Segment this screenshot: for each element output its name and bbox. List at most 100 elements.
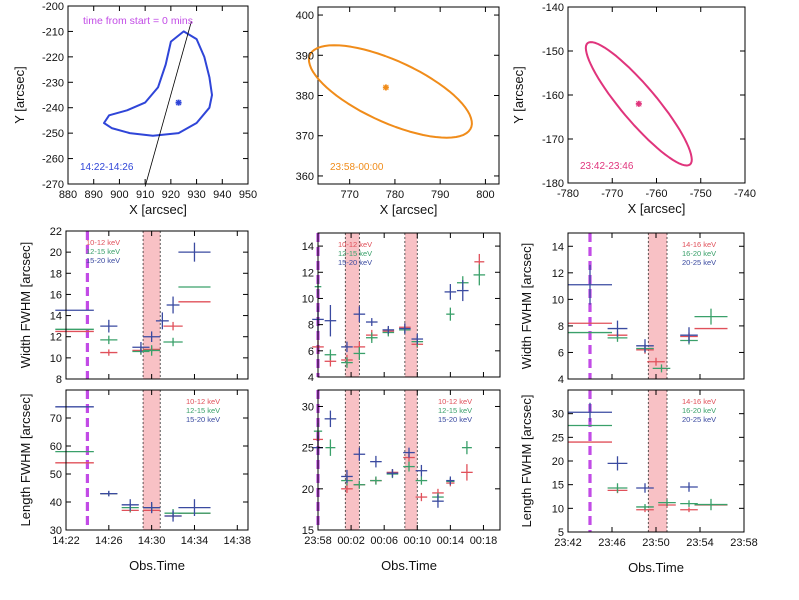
width3-data-point [647,357,665,366]
loop2-centroid-marker [382,84,389,91]
length3-legend-entry: 20-25 keV [682,415,716,424]
length1-data-point [164,510,182,522]
width2-ytick-label: 12 [302,267,314,279]
width3-ytick-label: 8 [558,321,564,333]
length3-xtick-label: 23:58 [730,537,758,549]
length3-ylabel: Length FWHM [arcsec] [519,395,534,528]
loop3-xtick-label: -770 [601,188,623,200]
loop3-xlabel: X [arcsec] [628,201,686,216]
width2-data-point [473,264,486,286]
loop1-ytick-label: -220 [42,52,64,64]
loop2-ytick-label: 360 [296,171,314,183]
length2-xtick-label: 00:02 [337,535,365,547]
width2-legend-entry: 15-20 keV [338,258,372,267]
width1-data-point [163,321,183,331]
width3-legend-entry: 20-25 keV [682,258,716,267]
loop3-time-label: 23:42-23:46 [580,161,634,172]
length2-data-point [403,447,415,458]
length2-xtick-label: 00:06 [370,535,398,547]
length1-legend-entry: 15-20 keV [186,415,220,424]
width1-data-point [178,242,211,262]
width1-ytick-label: 20 [50,247,62,259]
length2-xtick-label: 00:10 [404,535,432,547]
width1-ytick-label: 10 [50,353,62,365]
length2-data-point [415,476,428,485]
width2-frame [317,232,501,378]
length2-legend-entry: 12-15 keV [438,406,472,415]
centroid-d2 [383,84,389,91]
length3-xlabel: Obs.Time [628,560,684,575]
length3-ytick-label: 30 [552,409,564,421]
width2-data-point [324,305,337,337]
length2-shade [345,390,360,530]
width1-ytick-label: 8 [56,374,62,386]
width1-legend-entry: 12-15 keV [86,247,120,256]
length2-data-point [353,447,366,461]
length1-legend-entry: 10-12 keV [186,397,220,406]
length2-data-point [432,494,444,508]
length3-legend-entry: 14-16 keV [682,397,716,406]
length2-data-point [353,480,366,489]
length1-legend-entry: 12-15 keV [186,406,220,415]
width2-shade [345,233,360,377]
width2-data-point [324,349,337,360]
width1-ylabel: Width FWHM [arcsec] [18,242,33,368]
width3-ytick-label: 14 [552,241,564,253]
length2-data-point [415,464,428,477]
length1-ytick-label: 70 [50,413,62,425]
loop3-ytick-label: -150 [542,46,564,58]
width1-ytick-label: 14 [50,311,62,323]
centroid-d2 [175,99,182,106]
width2-ytick-label: 6 [308,346,314,358]
loop2-xtick-label: 770 [340,189,358,201]
width1-data-point [143,345,161,356]
width3-ytick-label: 6 [558,347,564,359]
width3-data-point [636,339,654,353]
length3-ytick-label: 20 [552,456,564,468]
loop1-xtick-label: 950 [239,189,257,201]
length1-ytick-label: 30 [50,525,62,537]
width2-data-point [399,323,411,334]
loop1-ytick-label: -200 [42,1,64,13]
length1-data-point [121,499,139,511]
loop1-xlabel: X [arcsec] [129,202,187,217]
length3-data-point [680,482,698,492]
loop3-xtick-label: -750 [690,188,712,200]
width1-frame [65,230,249,380]
loop2-xtick-label: 800 [476,189,494,201]
width1-data-point [163,337,183,347]
width1-legend-entry: 15-20 keV [86,256,120,265]
length1-data-point [100,490,118,497]
length1-xtick-label: 14:30 [138,535,166,547]
loop2-ytick-label: 370 [296,131,314,143]
loop3-xtick-label: -740 [734,188,756,200]
width3-ytick-label: 4 [558,374,564,386]
length1-data-point [178,499,211,516]
width3-data-point [680,327,698,344]
loop3-centroid-marker [635,100,642,107]
loop2-ytick-label: 400 [296,10,314,22]
length3-ytick-label: 5 [558,527,564,539]
width3-data-point [568,264,612,305]
length2-legend-entry: 10-12 keV [438,397,472,406]
loop2-xtick-label: 780 [386,189,404,201]
width1-ytick-label: 18 [50,268,62,280]
width3-legend-entry: 14-16 keV [682,240,716,249]
loop3-ytick-label: -170 [542,134,564,146]
length3-xtick-label: 23:54 [686,537,714,549]
length3-data-point [658,499,676,506]
width3-data-point [694,308,728,325]
width1-data-point [100,319,118,333]
length2-data-point [341,469,353,484]
width2-data-point [456,280,469,302]
loop2-frame [317,6,500,185]
width1-ytick-label: 16 [50,289,62,301]
length2-xtick-label: 23:58 [304,535,332,547]
width1-data-point [100,335,118,345]
length3-ytick-label: 15 [552,480,564,492]
length2-data-point [446,476,455,485]
width2-data-point [365,332,378,343]
length2-data-point [461,441,472,455]
loop2-time-label: 23:58-00:00 [330,162,384,173]
